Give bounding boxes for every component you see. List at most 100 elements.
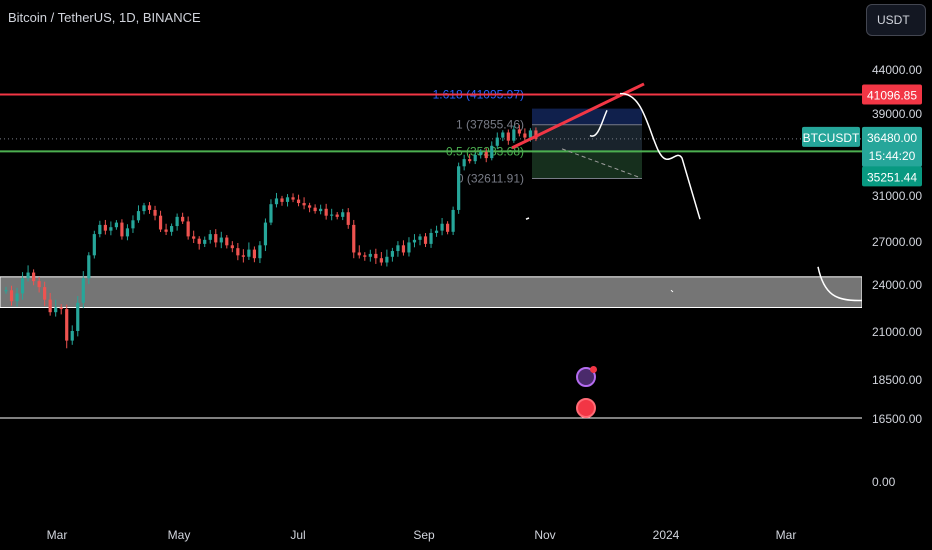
candle-body	[230, 245, 234, 249]
candle-body	[341, 212, 345, 217]
candle	[330, 208, 334, 221]
candle	[335, 212, 339, 220]
candle	[390, 247, 394, 262]
candle-body	[418, 236, 422, 240]
forecast-zone-path	[817, 266, 863, 302]
candle-body	[236, 248, 240, 256]
notification-dot	[590, 366, 597, 373]
candle	[506, 129, 510, 145]
demand-zone[interactable]	[0, 276, 863, 309]
candle-body	[407, 242, 411, 253]
candle-body	[319, 208, 323, 212]
resistance-price-label: 41096.85	[867, 89, 917, 103]
candle	[92, 230, 96, 259]
support-price-label-bg	[862, 166, 922, 187]
candle-body	[330, 214, 334, 216]
flash-icon[interactable]	[576, 366, 597, 387]
candle	[434, 225, 439, 237]
candle	[4, 286, 8, 294]
candle-body	[120, 222, 124, 237]
candle-body	[214, 234, 218, 243]
candle	[285, 194, 290, 207]
candle	[308, 202, 312, 213]
currency-button[interactable]: USDT	[866, 4, 926, 36]
candle-body	[506, 132, 510, 141]
candle	[429, 228, 433, 248]
candle-body	[335, 214, 339, 217]
candle-body	[451, 209, 455, 232]
candle-body	[352, 224, 356, 253]
wedge-trendline[interactable]	[511, 82, 645, 150]
candle-body	[296, 199, 301, 204]
fib-level-label: 1 (37855.46)	[456, 118, 524, 132]
candle	[225, 235, 229, 249]
candle	[385, 249, 389, 267]
x-tick-label: Nov	[534, 528, 555, 542]
candle	[407, 237, 411, 257]
candle-body	[98, 224, 102, 235]
candle	[214, 229, 218, 248]
candle	[484, 148, 488, 163]
candle-body	[357, 252, 361, 256]
candle	[236, 243, 240, 261]
candle-body	[517, 129, 521, 134]
candle-body	[125, 228, 130, 237]
forecast-down-path	[619, 92, 701, 220]
price-axis[interactable]	[862, 0, 932, 550]
candle-body	[158, 215, 163, 230]
candle-body	[4, 290, 8, 292]
candle	[142, 202, 146, 215]
x-tick-label: Mar	[776, 528, 797, 542]
candle-body	[412, 239, 417, 243]
y-tick-label: 16500.00	[872, 412, 922, 426]
candle-body	[501, 132, 505, 138]
candle	[423, 233, 428, 248]
candle	[401, 240, 406, 256]
candle	[26, 265, 30, 282]
candle-body	[197, 238, 201, 244]
candle	[341, 208, 345, 221]
candle-body	[291, 197, 295, 200]
resistance-price-label-bg	[862, 84, 922, 105]
tick-mark	[670, 289, 674, 293]
candle-body	[346, 212, 350, 225]
candle-body	[203, 239, 207, 244]
candle-body	[114, 222, 118, 228]
candle	[103, 219, 107, 235]
candle	[457, 162, 461, 214]
fib-level-label: 0 (32611.91)	[457, 171, 524, 185]
candle-body	[313, 207, 317, 212]
candle	[76, 296, 80, 337]
y-tick-label: 18500.00	[872, 373, 922, 387]
candle	[15, 287, 19, 307]
y-tick-label: 31000.00	[872, 189, 922, 203]
candle	[324, 203, 328, 220]
us-flag-icon[interactable]	[576, 398, 596, 418]
candle	[501, 130, 505, 142]
candle	[473, 152, 477, 165]
candle-body	[495, 137, 499, 146]
candle-body	[131, 220, 135, 229]
candle	[280, 195, 284, 206]
candle	[43, 281, 47, 306]
candle-body	[468, 159, 472, 162]
candle-body	[20, 278, 25, 294]
candle	[175, 213, 179, 231]
candle	[98, 220, 102, 238]
candle-body	[142, 205, 146, 212]
candle-body	[136, 211, 141, 221]
candle-body	[208, 234, 212, 240]
candle	[363, 252, 367, 261]
candle-body	[258, 245, 262, 259]
candle	[346, 208, 350, 229]
candle-body	[164, 229, 168, 232]
x-tick-label: 2024	[653, 528, 680, 542]
candle-body	[280, 198, 284, 202]
candle-body	[274, 198, 279, 205]
candle-body	[109, 227, 113, 231]
candle	[54, 299, 58, 317]
candle-body	[153, 209, 157, 216]
countdown-label: 15:44:20	[869, 149, 916, 163]
candle-body	[247, 249, 251, 257]
